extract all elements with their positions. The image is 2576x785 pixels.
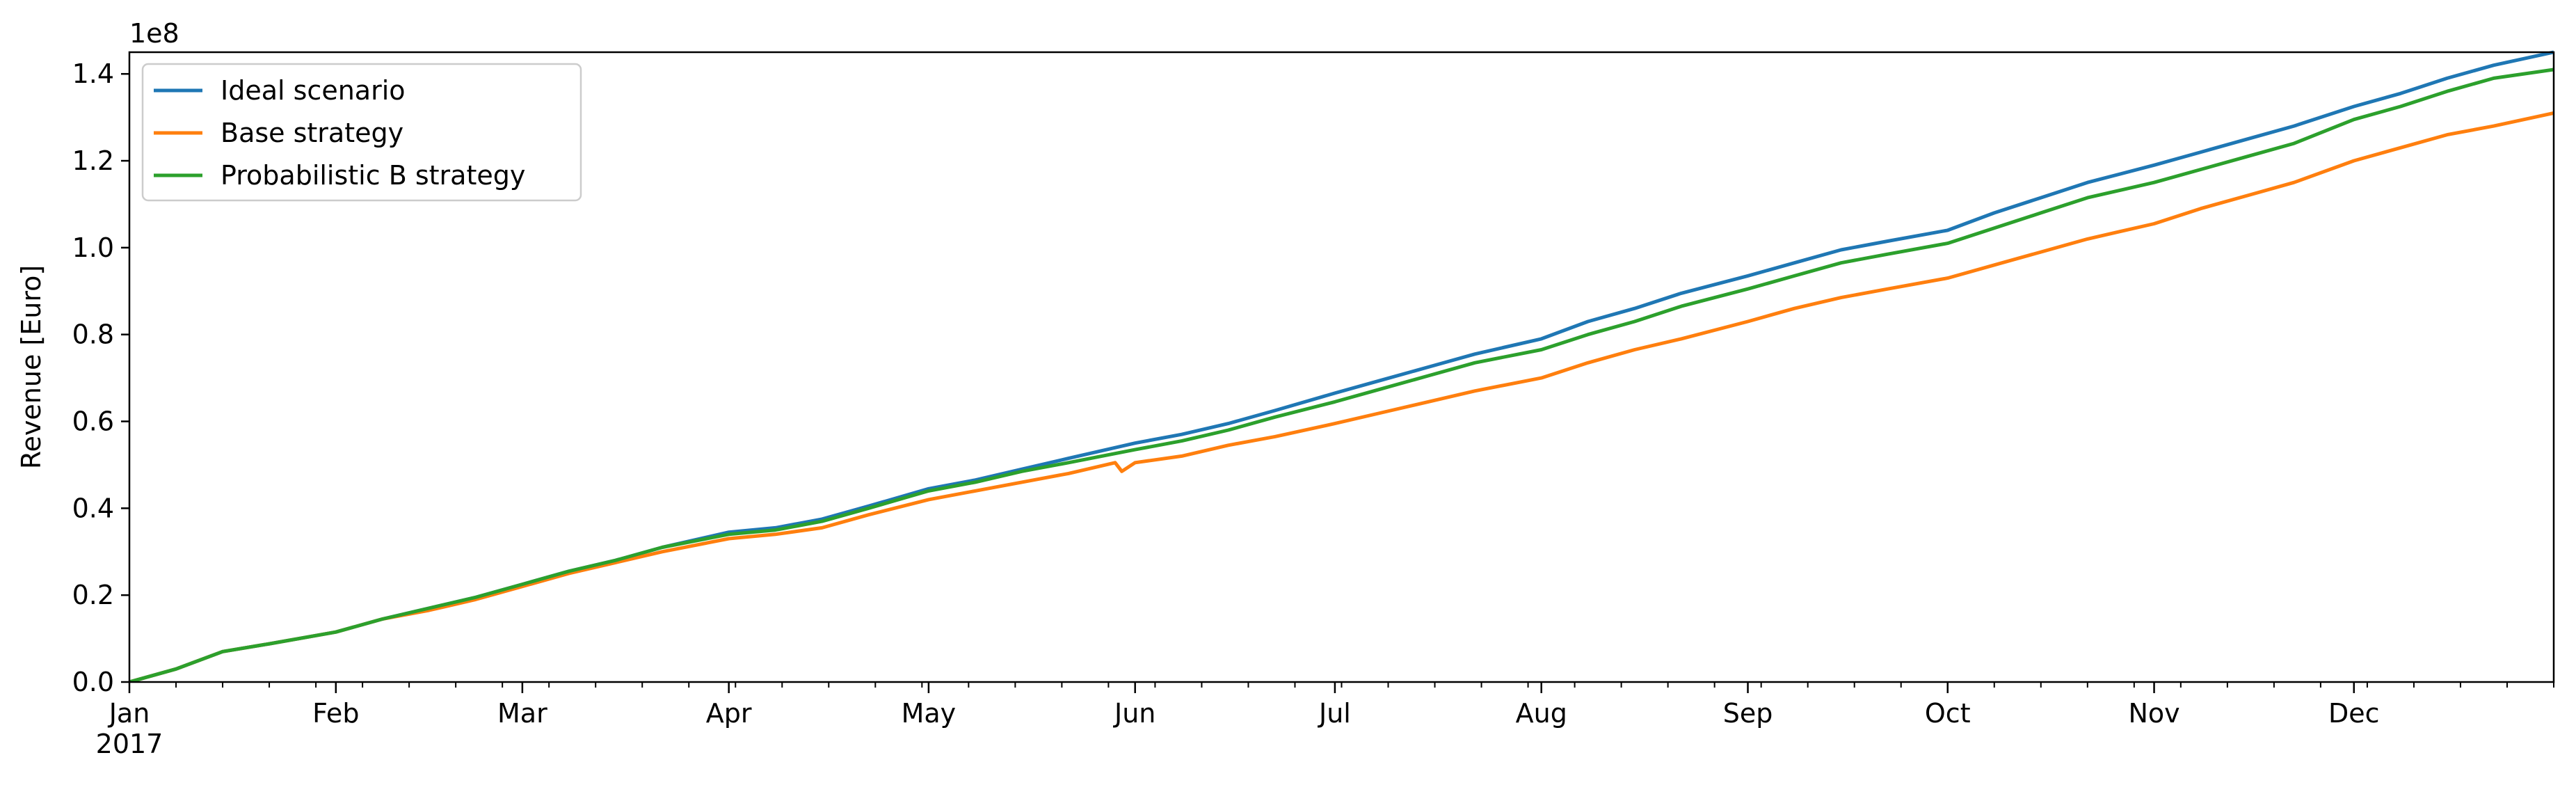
x-tick-label: Jan (108, 698, 150, 729)
legend-label-2: Base strategy (221, 118, 403, 148)
x-tick-label: Feb (312, 698, 359, 729)
y-tick-label: 0.2 (72, 580, 114, 610)
y-axis-label: Revenue [Euro] (16, 265, 47, 469)
x-tick-label: Oct (1925, 698, 1971, 729)
x-tick-label: Apr (706, 698, 752, 729)
y-tick-label: 0.4 (72, 493, 114, 523)
y-tick-label: 0.6 (72, 406, 114, 437)
x-year-label: 2017 (96, 729, 163, 759)
x-tick-label: Jun (1113, 698, 1155, 729)
x-tick-label: Mar (497, 698, 547, 729)
y-tick-label: 0.8 (72, 319, 114, 350)
x-tick-label: Sep (1723, 698, 1773, 729)
legend-box (141, 63, 582, 202)
y-offset-label: 1e8 (129, 18, 179, 49)
x-tick-label: Nov (2128, 698, 2179, 729)
legend-label-1: Ideal scenario (221, 75, 406, 106)
series-line-2 (129, 111, 2554, 682)
y-tick-label: 1.4 (72, 58, 114, 89)
y-tick-label: 1.0 (72, 232, 114, 263)
axes-layer: 0.0 0.2 0.4 0.6 0.8 1.0 1.2 1.4 1e8 Revenue [Euro… (16, 18, 2555, 759)
y-tick-label: 0.0 (72, 667, 114, 697)
x-tick-label: May (902, 698, 957, 729)
series-layer (129, 50, 2554, 682)
legend: Ideal scenario Base strategy Probabilistic… (141, 63, 582, 202)
x-tick-label: Dec (2328, 698, 2380, 729)
y-tick-label: 1.2 (72, 145, 114, 176)
x-tick-label: Aug (1516, 698, 1567, 729)
series-line-3 (129, 68, 2554, 682)
x-tick-label: Jul (1318, 698, 1351, 729)
legend-label-3: Probabilistic B strategy (221, 160, 525, 191)
